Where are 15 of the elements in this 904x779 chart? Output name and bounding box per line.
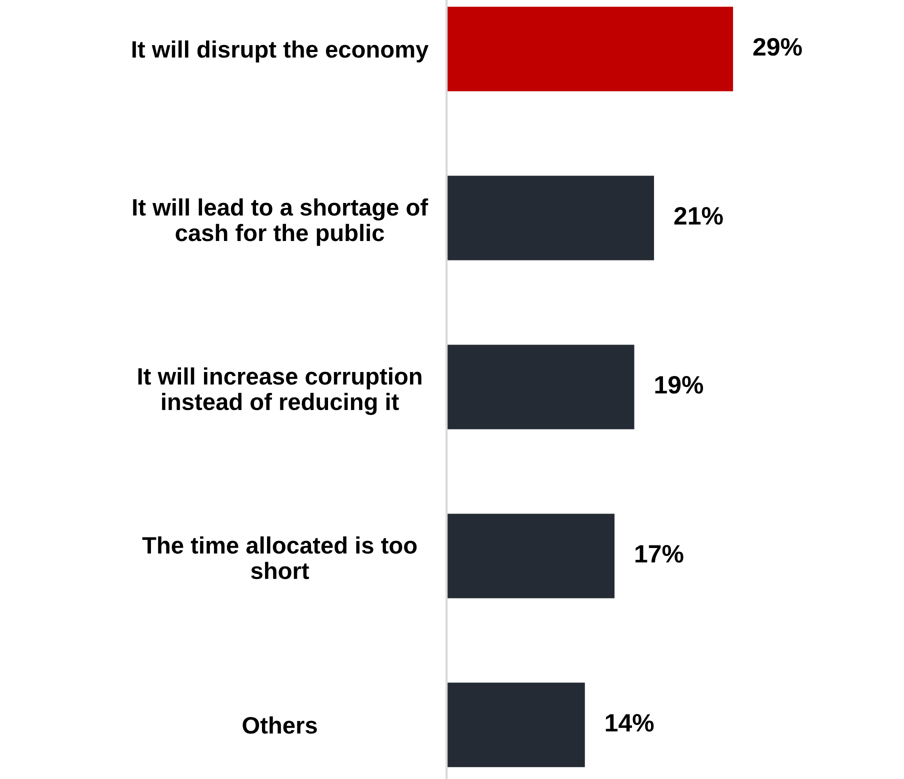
bar [446, 682, 585, 768]
data-label: 14% [606, 714, 654, 732]
data-label: 19% [655, 376, 704, 394]
y-tick-label: It will lead to a shortage of cash for the public [133, 198, 428, 246]
bar [446, 6, 734, 92]
y-tick-label: The time allocated is too short [142, 536, 417, 580]
bar [446, 344, 634, 430]
bar [446, 176, 654, 260]
data-label: 29% [753, 38, 802, 56]
y-tick-label: It will increase corruption instead of reducing it [138, 367, 422, 415]
data-label: 21% [674, 206, 723, 225]
data-label: 17% [636, 545, 684, 563]
y-tick-label: It will disrupt the economy [132, 40, 429, 62]
bar [446, 514, 615, 598]
y-tick-label: Others [242, 716, 317, 734]
